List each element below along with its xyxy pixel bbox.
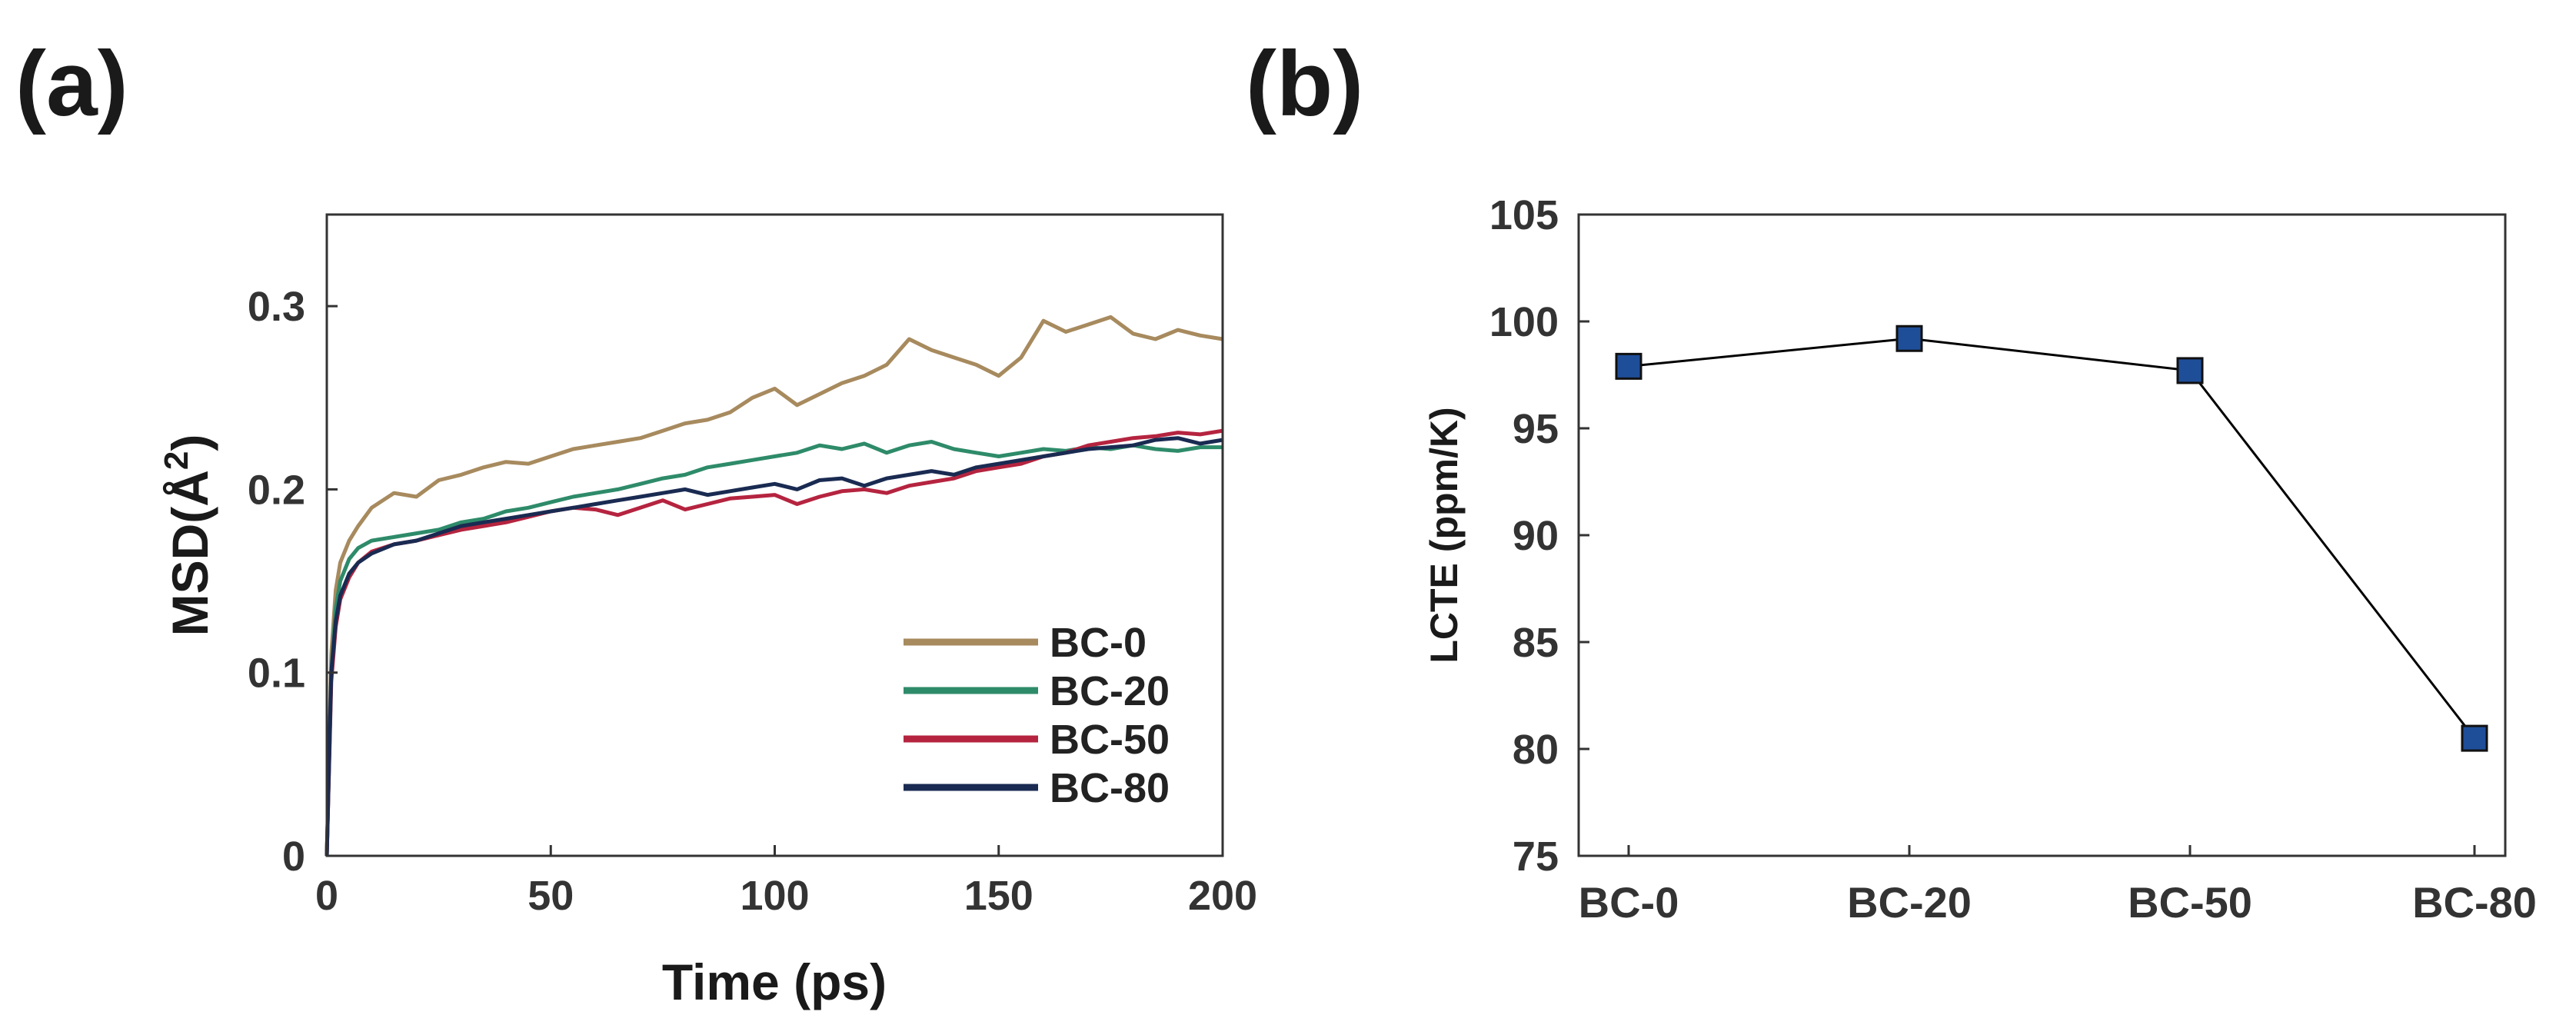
chart-a-series-bc-20 [324, 440, 1223, 857]
chart-b-point-bc-80 [2461, 724, 2488, 752]
chart-b-series-line [1628, 337, 2476, 740]
chart-b-point-bc-0 [1615, 352, 1642, 380]
chart-b-x-tick-label: BC-80 [2412, 878, 2537, 927]
chart-a-legend-label: BC-50 [1050, 717, 1170, 763]
chart-b-x-tick-label: BC-0 [1579, 878, 1679, 927]
chart-b-y-tick-label: 100 [1489, 299, 1559, 345]
chart-a-x-tick-label: 200 [1188, 873, 1257, 919]
chart-a-series-group [324, 314, 1223, 857]
chart-b-y-tick-label: 75 [1513, 834, 1559, 880]
chart-b-y-tick-label: 105 [1489, 192, 1559, 238]
panel-label-a: (a) [15, 32, 128, 135]
chart-a-y-axis-title: MSD(Å2) [158, 434, 218, 637]
chart-a-series-bc-80 [324, 436, 1223, 857]
chart-a-x-tick-label: 100 [740, 873, 809, 919]
chart-a-x-axis-title: Time (ps) [662, 953, 887, 1010]
chart-a-series-bc-0 [324, 314, 1223, 857]
chart-a-legend-label: BC-80 [1050, 765, 1170, 811]
chart-a-legend-label: BC-0 [1050, 620, 1147, 666]
chart-a-x-tick-label: 150 [964, 873, 1033, 919]
chart-b-y-tick-label: 95 [1513, 406, 1559, 452]
chart-a: 0 50 100 150 200 0 0.1 0.2 0.3 Time (ps) MSD(Å2)… [158, 213, 1257, 1010]
chart-a-y-tick-label: 0.3 [248, 284, 305, 330]
chart-b-series-group [1615, 324, 2488, 752]
chart-b-y-tick-label: 90 [1513, 513, 1559, 559]
chart-a-legend-label: BC-20 [1050, 668, 1170, 714]
chart-a-y-tick-label: 0.1 [248, 651, 305, 697]
chart-b-x-tick-label: BC-20 [1847, 878, 1972, 927]
chart-b: 75 80 85 90 95 100 105 BC-0 BC-20 BC-50 BC-80 LCTE… [1423, 192, 2537, 927]
chart-b-y-axis-title: LCTE (ppm/K) [1423, 407, 1466, 663]
chart-b-point-bc-50 [2176, 357, 2204, 384]
chart-a-x-tick-label: 0 [315, 873, 338, 919]
chart-a-x-tick-label: 50 [528, 873, 574, 919]
chart-b-point-bc-20 [1895, 324, 1923, 352]
chart-a-y-tick-label: 0.2 [248, 467, 305, 513]
chart-a-y-tick-label: 0 [282, 834, 305, 880]
chart-b-y-tick-label: 80 [1513, 727, 1559, 773]
chart-b-y-tick-label: 85 [1513, 620, 1559, 666]
chart-b-plot-frame [1577, 213, 2507, 857]
panel-label-b: (b) [1246, 32, 1363, 135]
chart-b-x-tick-label: BC-50 [2128, 878, 2252, 927]
